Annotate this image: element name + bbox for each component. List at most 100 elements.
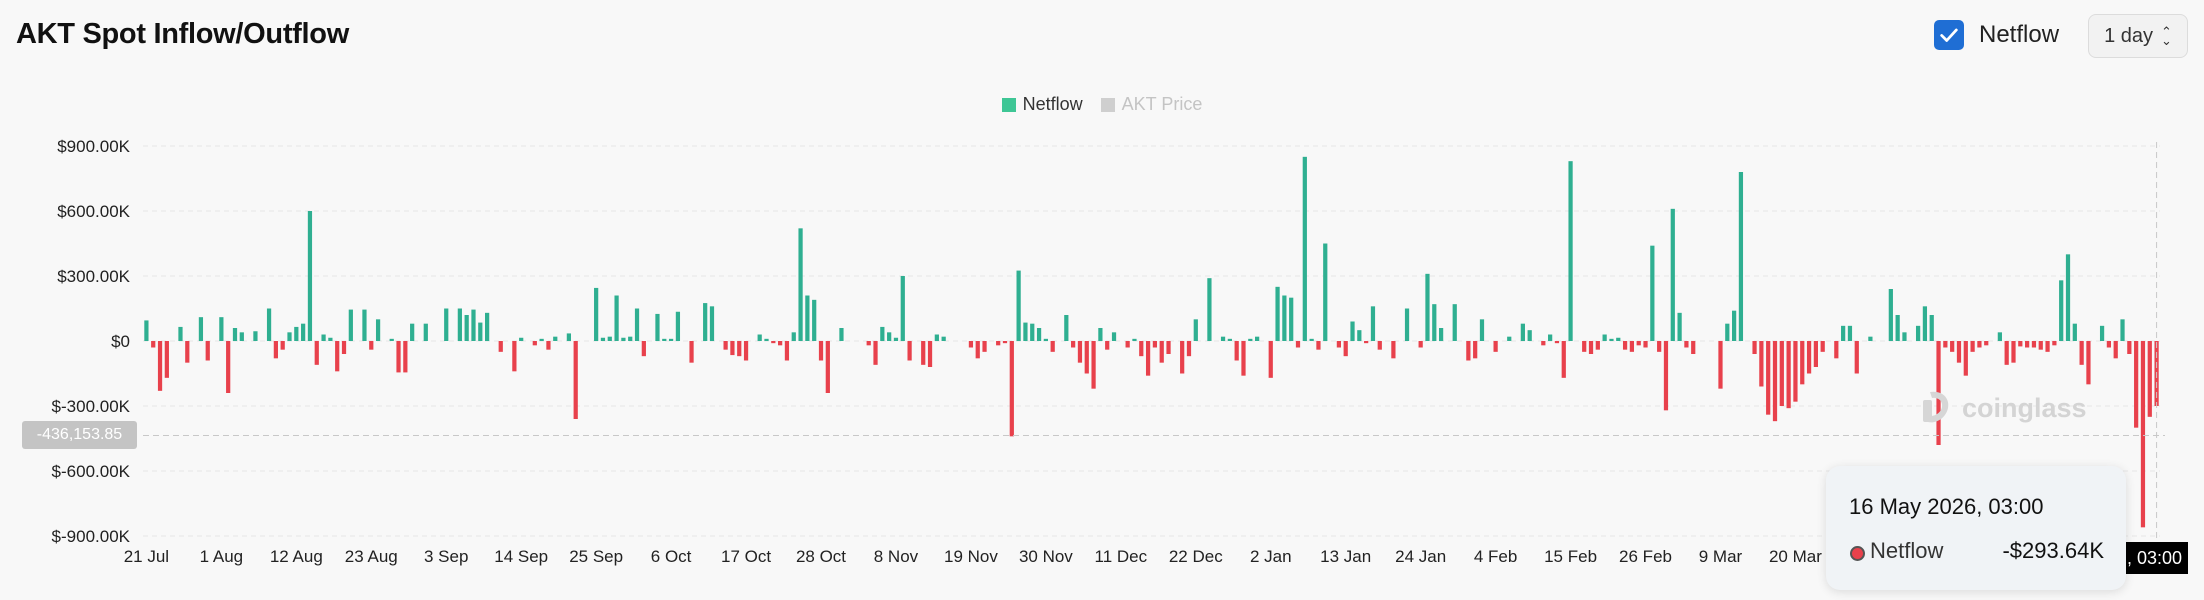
netflow-bar <box>1732 310 1737 341</box>
netflow-bar <box>1105 341 1110 350</box>
netflow-bar <box>369 341 374 350</box>
netflow-bar <box>157 341 163 391</box>
netflow-bar <box>2004 341 2009 365</box>
netflow-bar <box>239 332 244 341</box>
netflow-bar <box>1323 243 1328 341</box>
netflow-bar <box>689 341 694 363</box>
netflow-bar <box>2038 341 2043 350</box>
netflow-bar <box>301 323 306 341</box>
x-tick-label: 23 Aug <box>345 547 398 566</box>
netflow-bar <box>1425 273 1430 341</box>
netflow-bar <box>396 341 401 373</box>
netflow-toggle-label: Netflow <box>1979 21 2060 48</box>
netflow-bar <box>1364 341 1369 344</box>
netflow-bar <box>1766 341 1771 415</box>
netflow-bar <box>1077 341 1083 363</box>
netflow-bar <box>1507 336 1512 341</box>
netflow-bar <box>1084 341 1089 374</box>
netflow-bar <box>1479 319 1485 341</box>
netflow-bar <box>2120 319 2125 341</box>
netflow-bar <box>1922 306 1928 341</box>
x-tick-label: 4 Feb <box>1474 547 1517 566</box>
netflow-bar <box>607 336 612 341</box>
netflow-bar <box>927 341 933 367</box>
netflow-bar <box>771 341 776 344</box>
netflow-bar <box>1847 325 1853 341</box>
netflow-bar <box>1139 341 1144 357</box>
tooltip-value: -$293.64K <box>2002 538 2104 563</box>
netflow-checkbox[interactable] <box>1934 20 1964 50</box>
netflow-bar <box>1834 341 1839 359</box>
netflow-bar <box>1616 337 1621 341</box>
netflow-bar <box>1234 341 1239 361</box>
netflow-bar <box>1568 161 1573 341</box>
netflow-bar <box>1166 341 1171 354</box>
netflow-bar <box>185 341 190 363</box>
netflow-bar <box>198 317 204 341</box>
netflow-bar <box>1125 341 1130 348</box>
tooltip-series-dot <box>1850 546 1865 561</box>
netflow-bar <box>2031 341 2037 348</box>
netflow-bar <box>1813 341 1818 367</box>
interval-select[interactable]: 1 day ⌃ ⌄ <box>2088 14 2188 58</box>
netflow-bar <box>1595 341 1600 350</box>
netflow-bar <box>478 322 483 341</box>
netflow-bar <box>375 319 381 341</box>
netflow-bar <box>1302 156 1307 341</box>
netflow-bar <box>723 341 728 350</box>
netflow-bar <box>1527 330 1532 341</box>
netflow-bar <box>1016 270 1021 341</box>
netflow-bar <box>743 341 749 361</box>
netflow-bar <box>628 336 633 341</box>
chevron-updown-icon: ⌃ ⌄ <box>2161 24 2172 48</box>
netflow-bar <box>532 341 537 346</box>
netflow-bar <box>1268 341 1273 378</box>
netflow-bar <box>1111 332 1117 341</box>
netflow-bar <box>485 312 490 341</box>
netflow-bar <box>1241 341 1246 376</box>
netflow-bar <box>1091 341 1096 389</box>
netflow-bar <box>1588 341 1594 354</box>
netflow-bar <box>1193 319 1198 341</box>
netflow-bar <box>1295 341 1301 348</box>
netflow-bar <box>539 338 544 341</box>
netflow-toggle[interactable]: Netflow <box>1934 20 2059 50</box>
netflow-bar <box>778 341 783 346</box>
netflow-bar <box>1963 341 1968 376</box>
netflow-bar <box>1602 334 1607 341</box>
netflow-bar <box>164 341 169 378</box>
netflow-bar <box>1806 341 1812 374</box>
y-tick-label: $300.00K <box>57 267 130 286</box>
netflow-bar <box>941 336 946 341</box>
netflow-bar <box>498 341 503 352</box>
netflow-bar <box>1772 341 1778 422</box>
netflow-bar <box>1030 323 1035 341</box>
netflow-bar <box>784 341 790 361</box>
legend-item-akt-price[interactable]: AKT Price <box>1100 94 1202 115</box>
netflow-bar <box>348 309 353 341</box>
coinglass-logo-icon <box>1923 391 1949 423</box>
netflow-bar <box>907 341 912 361</box>
netflow-bar <box>1895 315 1900 341</box>
netflow-bar <box>764 338 769 341</box>
x-tick-label: 21 Jul <box>124 547 169 566</box>
netflow-bar <box>975 341 980 359</box>
netflow-bar <box>266 308 272 341</box>
netflow-bar <box>1357 330 1362 341</box>
netflow-bar <box>2059 280 2064 341</box>
netflow-bar <box>2065 254 2071 341</box>
x-tick-label: 9 Mar <box>1699 547 1743 566</box>
netflow-bar <box>1759 341 1764 387</box>
netflow-bar <box>553 336 558 341</box>
x-tick-label: 20 Mar <box>1769 547 1822 566</box>
netflow-bar <box>880 326 885 341</box>
x-tick-label: 17 Oct <box>721 547 771 566</box>
netflow-bar <box>1207 278 1212 341</box>
x-tick-label: 1 Aug <box>200 547 244 566</box>
netflow-bar <box>703 303 708 341</box>
legend-item-netflow[interactable]: Netflow <box>1001 94 1083 115</box>
netflow-bar <box>2099 325 2105 341</box>
x-tick-label: 6 Oct <box>651 547 692 566</box>
netflow-bar <box>900 276 905 341</box>
